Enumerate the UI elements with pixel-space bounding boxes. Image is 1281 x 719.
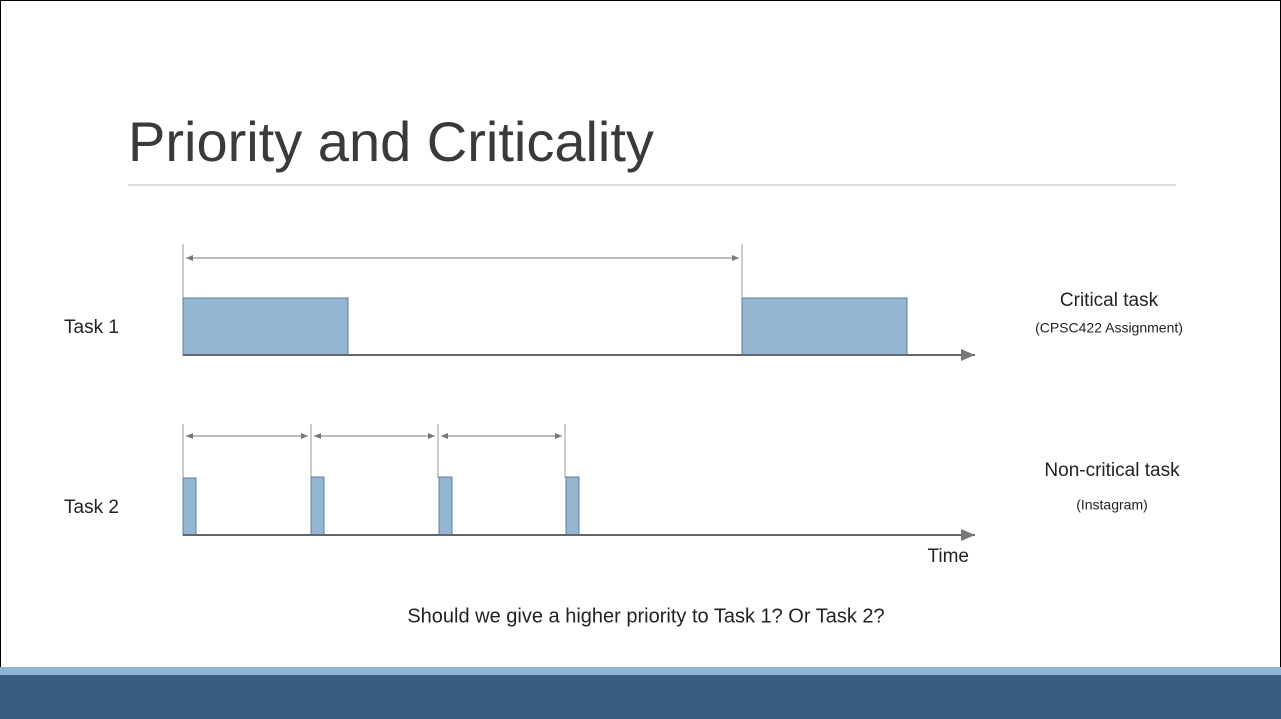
task-block xyxy=(741,297,908,356)
task-example: (Instagram) xyxy=(1076,497,1148,513)
footer-bar xyxy=(0,675,1281,719)
task-block xyxy=(565,476,580,536)
task-block xyxy=(182,477,197,536)
task-block xyxy=(438,476,453,536)
task-block xyxy=(310,476,325,536)
task-block xyxy=(182,297,349,356)
task-example: (CPSC422 Assignment) xyxy=(1035,320,1183,336)
title: Priority and Criticality xyxy=(128,110,654,173)
task-label: Task 1 xyxy=(64,317,119,338)
axis-label: Time xyxy=(927,546,969,567)
question: Should we give a higher priority to Task… xyxy=(407,605,884,627)
task-kind: Non-critical task xyxy=(1044,460,1180,481)
task-label: Task 2 xyxy=(64,497,119,518)
footer-stripe xyxy=(0,667,1281,675)
task-kind: Critical task xyxy=(1060,290,1159,311)
